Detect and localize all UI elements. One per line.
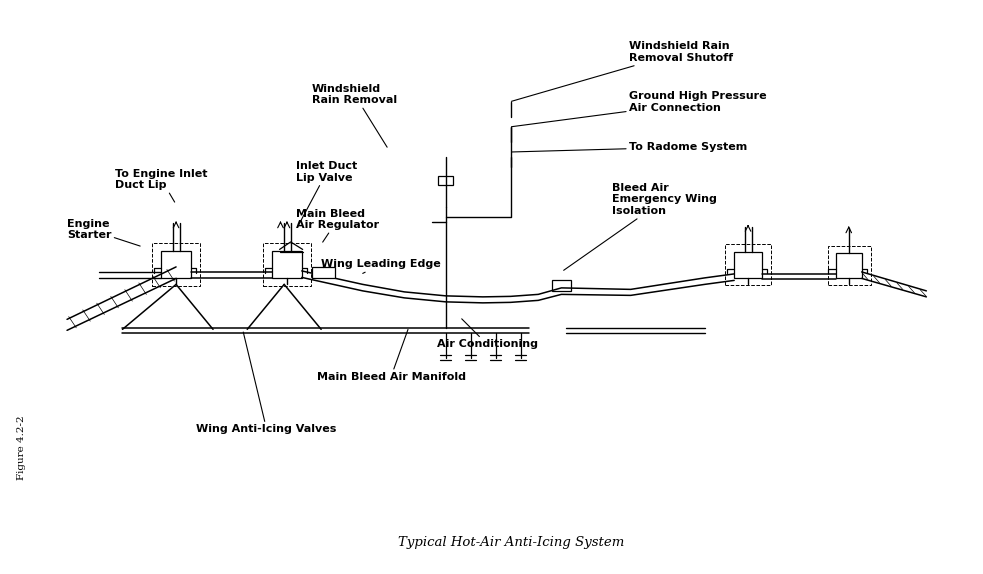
Text: Main Bleed
Air Regulator: Main Bleed Air Regulator	[296, 209, 379, 242]
Bar	[272, 251, 302, 278]
Bar	[734, 252, 762, 278]
Text: Engine
Starter: Engine Starter	[67, 219, 141, 246]
Text: Inlet Duct
Lip Valve: Inlet Duct Lip Valve	[296, 161, 358, 227]
Text: To Engine Inlet
Duct Lip: To Engine Inlet Duct Lip	[115, 169, 207, 202]
Text: To Radome System: To Radome System	[511, 142, 747, 152]
Text: Wing Leading Edge: Wing Leading Edge	[321, 259, 441, 273]
Bar	[724, 245, 771, 285]
Text: Bleed Air
Emergency Wing
Isolation: Bleed Air Emergency Wing Isolation	[563, 183, 717, 270]
Bar	[312, 267, 335, 278]
Text: Wing Anti-Icing Valves: Wing Anti-Icing Valves	[197, 332, 337, 434]
Text: Figure 4.2-2: Figure 4.2-2	[17, 416, 27, 480]
Bar	[438, 176, 453, 184]
Bar	[829, 246, 871, 285]
Bar	[161, 251, 191, 278]
Text: Ground High Pressure
Air Connection: Ground High Pressure Air Connection	[511, 91, 767, 127]
Text: Typical Hot-Air Anti-Icing System: Typical Hot-Air Anti-Icing System	[398, 536, 624, 549]
Text: Windshield Rain
Removal Shutoff: Windshield Rain Removal Shutoff	[511, 41, 733, 102]
Text: Air Conditioning: Air Conditioning	[436, 319, 538, 350]
Bar	[152, 243, 201, 286]
Bar	[552, 280, 570, 291]
Text: Main Bleed Air Manifold: Main Bleed Air Manifold	[317, 329, 466, 382]
Text: Windshield
Rain Removal: Windshield Rain Removal	[312, 84, 397, 147]
Bar	[262, 243, 311, 286]
Bar	[836, 254, 862, 278]
